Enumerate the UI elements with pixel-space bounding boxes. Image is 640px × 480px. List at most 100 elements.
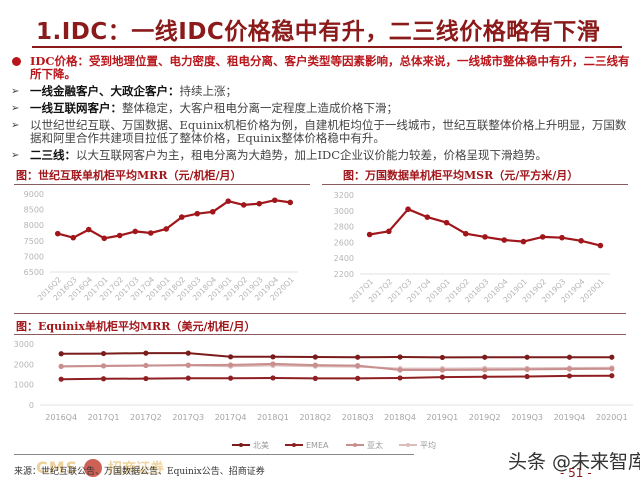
x-tick-label: 2019Q4 [554, 413, 586, 422]
arrow-icon: ➢ [11, 120, 20, 131]
data-point [287, 199, 294, 206]
data-point [597, 242, 604, 249]
circle-icon [12, 57, 21, 66]
data-point [225, 198, 232, 204]
data-point [185, 350, 191, 356]
arrow-icon: ➢ [11, 150, 20, 161]
y-tick-label: 0 [29, 401, 34, 410]
x-tick-label: 2020Q1 [596, 413, 628, 422]
data-point [520, 238, 527, 245]
bullet-text: 以大互联网客户为主，租电分离为大趋势，加上IDC企业议价能力较差，价格呈现下滑趋… [76, 148, 548, 162]
x-tick-label: 2017Q1 [88, 413, 120, 422]
svg-text:亚太: 亚太 [367, 440, 383, 450]
data-point [58, 376, 64, 382]
section-divider [14, 313, 626, 314]
data-point [524, 373, 530, 380]
x-tick-label: 2018Q1 [257, 413, 289, 422]
data-point [397, 375, 403, 381]
x-tick-label: 2019Q3 [511, 413, 543, 422]
data-point [397, 367, 403, 373]
data-point [312, 354, 318, 360]
data-point [355, 362, 361, 369]
data-point [482, 367, 488, 373]
data-point [524, 354, 530, 360]
svg-text:北美: 北美 [253, 440, 269, 450]
footer-divider [14, 454, 414, 455]
x-tick-label: 2018Q3 [342, 413, 374, 422]
data-point [270, 361, 276, 367]
data-point [132, 228, 139, 235]
arrow-icon: ➢ [11, 103, 20, 114]
data-point [462, 230, 469, 237]
chart-title-divider [14, 184, 310, 185]
data-point [163, 226, 170, 232]
bullet-item: ➢ 以世纪世纪互联、万国数据、Equinix机柜价格为例，自建机柜均位于一线城市，… [8, 119, 633, 145]
data-point [397, 354, 403, 360]
x-tick-label: 2017Q4 [215, 413, 247, 422]
y-tick-label: 3000 [14, 340, 34, 349]
data-point [58, 351, 64, 357]
data-point [143, 362, 149, 369]
y-tick-label: 9000 [24, 190, 44, 199]
data-point [439, 354, 445, 361]
source-note: 来源：世纪互联公告、万国数据公告、Equinix公告、招商证券 [14, 467, 265, 477]
data-point [355, 354, 361, 360]
data-point [439, 374, 445, 380]
data-point [609, 354, 615, 360]
data-point [143, 375, 149, 382]
bullet-text: 整体稳定，大客户租电分离一定程度上造成价格下滑； [122, 101, 398, 115]
data-point [578, 238, 584, 244]
data-point [482, 354, 488, 360]
data-point [386, 228, 392, 235]
bullet-item: IDC价格：受到地理位置、电力密度、租电分离、客户类型等因素影响，总体来说，一线… [8, 55, 633, 81]
data-point [270, 375, 276, 381]
data-point [566, 354, 573, 360]
data-point [524, 366, 530, 373]
data-point [566, 366, 573, 372]
bullet-text: IDC价格：受到地理位置、电力密度、租电分离、客户类型等因素影响，总体来说，一线… [30, 54, 630, 81]
bullet-item: ➢ 一线金融客户、大政企客户：持续上涨； [8, 85, 633, 98]
watermark-badge-icon [84, 459, 102, 477]
bullet-lead: 一线互联网客户： [30, 101, 122, 115]
data-point [101, 235, 108, 242]
y-tick-label: 7500 [24, 237, 44, 246]
y-tick-label: 1000 [14, 381, 34, 390]
x-tick-label: 2019Q2 [469, 413, 501, 422]
data-point [70, 234, 77, 241]
data-point [209, 208, 216, 215]
x-tick-label: 2017Q2 [130, 413, 162, 422]
page-title: 1.IDC：一线IDC价格稳中有升，二三线价格略有下滑 [36, 19, 601, 45]
y-tick-label: 2600 [334, 238, 354, 247]
data-point [366, 231, 373, 238]
data-point [194, 210, 201, 217]
data-point [482, 374, 488, 380]
data-point [609, 366, 615, 372]
data-point [609, 373, 615, 379]
data-point [85, 226, 92, 233]
legend-item: 北美 [232, 440, 269, 450]
data-point [312, 362, 318, 368]
data-point [228, 354, 234, 360]
bullet-lead: 二三线： [30, 148, 76, 162]
data-point [58, 363, 64, 369]
data-point [228, 362, 234, 368]
bullet-item: ➢ 一线互联网客户：整体稳定，大客户租电分离一定程度上造成价格下滑； [8, 102, 633, 115]
data-point [143, 350, 149, 356]
y-tick-label: 8500 [24, 206, 44, 215]
data-point [443, 219, 450, 226]
chart-title-21vianet: 图：世纪互联单机柜平均MRR（元/机柜/月） [16, 169, 242, 182]
y-tick-label: 3000 [334, 207, 354, 216]
arrow-icon: ➢ [11, 86, 20, 97]
bullet-lead: 一线金融客户、大政企客户： [30, 84, 180, 98]
data-point [270, 354, 276, 360]
data-point [501, 237, 508, 243]
data-point [240, 202, 247, 208]
data-point [424, 214, 431, 220]
data-point [271, 197, 278, 204]
bullet-item: ➢ 二三线：以大互联网客户为主，租电分离为大趋势，加上IDC企业议价能力较差，价格… [8, 149, 633, 162]
x-tick-label: 2018Q2 [299, 413, 331, 422]
x-tick-label: 2018Q4 [384, 413, 416, 422]
series-EMEA [58, 373, 615, 382]
chart-title-divider [322, 184, 628, 185]
chart-gds-msr: 3200300028002600240022002017Q12017Q22017… [334, 191, 610, 304]
